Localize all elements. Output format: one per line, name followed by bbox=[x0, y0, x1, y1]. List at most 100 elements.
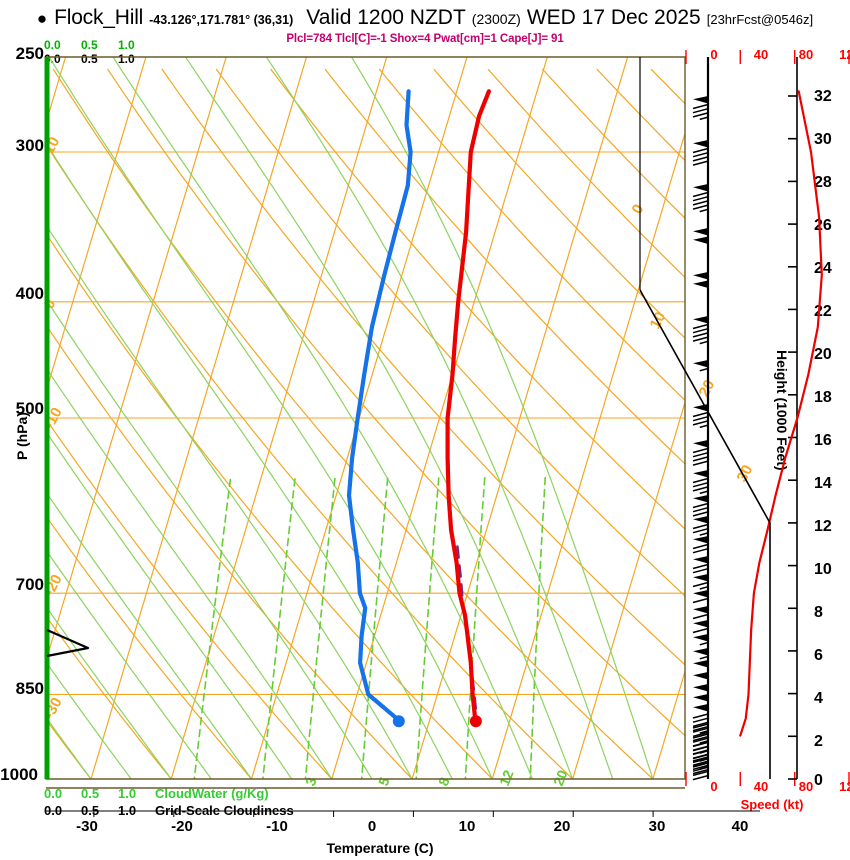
height-tick-32: 32 bbox=[814, 88, 832, 105]
dry-adiabat-label-left-10: 10 bbox=[41, 134, 64, 157]
dry-adiabat-110 bbox=[433, 68, 685, 339]
temperature-tick-10: 10 bbox=[458, 818, 476, 835]
wind-barb bbox=[693, 360, 709, 372]
bottom-cloudwater-tick-0: 0.0 bbox=[44, 786, 63, 801]
forecast-stamp: [23hrFcst@0546z] bbox=[706, 12, 814, 27]
station-name: Flock_Hill bbox=[54, 6, 144, 29]
dry-adiabat-160 bbox=[706, 69, 850, 401]
wind-barb bbox=[692, 536, 709, 554]
wind-barb bbox=[692, 556, 709, 574]
wind-barb bbox=[693, 704, 708, 712]
temperature-tick-30: 30 bbox=[648, 818, 666, 835]
pressure-tick-500: 500 bbox=[15, 399, 44, 418]
mixing-ratio-2 bbox=[262, 476, 296, 779]
temperature-tick--10: -10 bbox=[266, 818, 288, 835]
height-tick-24: 24 bbox=[814, 260, 832, 277]
height-tick-28: 28 bbox=[814, 174, 832, 191]
moist-adiabat-25 bbox=[112, 57, 534, 779]
valid-time-zulu: (2300Z) bbox=[471, 11, 521, 27]
speed-tick-top-80: 80 bbox=[798, 47, 814, 62]
pressure-tick-850: 850 bbox=[15, 679, 44, 698]
dry-adiabat-40 bbox=[52, 68, 654, 779]
dry-adiabat-50 bbox=[107, 68, 685, 737]
dry-adiabat-130 bbox=[542, 68, 685, 220]
moist-adiabat-35 bbox=[265, 57, 614, 779]
wind-barb bbox=[693, 648, 709, 660]
dry-adiabat-label-right-30: 30 bbox=[734, 462, 757, 485]
height-tick-16: 16 bbox=[814, 432, 832, 449]
dry-adiabat-80 bbox=[270, 68, 685, 530]
wind-barb bbox=[692, 96, 709, 121]
wind-barb bbox=[692, 606, 709, 620]
top-cloudwater-tick-1: 0.5 bbox=[81, 38, 98, 52]
wind-barb bbox=[692, 574, 709, 590]
mixing-ratio-label-12: 12 bbox=[496, 767, 517, 788]
isotherm-10 bbox=[411, 57, 629, 779]
wind-barb bbox=[693, 272, 708, 288]
wind-barb bbox=[693, 660, 708, 668]
height-tick-18: 18 bbox=[814, 389, 832, 406]
wind-barb bbox=[692, 495, 709, 517]
temperature-tick-40: 40 bbox=[731, 818, 749, 835]
wind-barb bbox=[692, 713, 709, 734]
dry-adiabat-label-left--20: -20 bbox=[41, 572, 66, 599]
moist-adiabat--20 bbox=[46, 605, 172, 779]
pressure-tick-250: 250 bbox=[15, 44, 44, 63]
dry-adiabat-140 bbox=[596, 68, 685, 162]
speed-tick-bottom-80: 80 bbox=[798, 779, 814, 794]
wind-barb bbox=[693, 672, 708, 680]
temperature-tick--30: -30 bbox=[76, 818, 98, 835]
temperature-curve bbox=[445, 89, 491, 721]
wind-barb bbox=[692, 620, 709, 634]
moist-adiabat-0 bbox=[46, 366, 333, 779]
pressure-tick-1000: 1000 bbox=[0, 765, 38, 784]
valid-date: WED 17 Dec 2025 bbox=[526, 6, 701, 29]
isotherm--50 bbox=[46, 57, 147, 394]
speed-axis-title: Speed (kt) bbox=[740, 797, 804, 812]
wind-barb bbox=[692, 140, 709, 166]
wind-barb bbox=[692, 762, 709, 781]
mixing-ratio-label-3: 3 bbox=[302, 775, 320, 788]
dry-adiabat-20 bbox=[46, 232, 493, 779]
dry-adiabat-100 bbox=[379, 68, 685, 402]
speed-tick-top-120: 120 bbox=[839, 47, 850, 62]
moist-adiabat--15 bbox=[46, 548, 212, 779]
height-tick-12: 12 bbox=[814, 518, 832, 535]
valid-time: Valid 1200 NZDT bbox=[306, 6, 466, 29]
height-tick-14: 14 bbox=[814, 475, 832, 492]
dry-adiabat-label-left--30: -30 bbox=[41, 695, 66, 722]
moist-adiabat-30 bbox=[185, 57, 574, 779]
isotherm-50 bbox=[733, 57, 850, 779]
top-cloudwater-tick-2: 1.0 bbox=[118, 38, 135, 52]
height-tick-2: 2 bbox=[814, 733, 823, 750]
stability-indices: Plcl=784 Tlcl[C]=-1 Shox=4 Pwat[cm]=1 Ca… bbox=[286, 33, 564, 45]
top-cloudiness-tick-2: 1.0 bbox=[118, 52, 135, 66]
dry-adiabat-90 bbox=[324, 68, 685, 465]
mixing-ratio-3 bbox=[304, 476, 336, 779]
height-tick-20: 20 bbox=[814, 346, 832, 363]
height-tick-8: 8 bbox=[814, 604, 823, 621]
header: ● Flock_Hill -43.126°,171.781° (36,31) V… bbox=[0, 6, 850, 32]
dry-adiabat--20 bbox=[46, 615, 172, 779]
speed-tick-top-40: 40 bbox=[753, 47, 769, 62]
height-tick-4: 4 bbox=[814, 690, 823, 707]
dry-adiabat--40 bbox=[0, 69, 11, 779]
bottom-cloudwater-tick-2: 1.0 bbox=[118, 786, 137, 801]
moist-adiabat-5 bbox=[46, 298, 373, 779]
moist-adiabat-15 bbox=[46, 141, 453, 779]
wind-barb bbox=[692, 590, 709, 604]
mixing-ratio-5 bbox=[360, 476, 389, 779]
wind-barb bbox=[692, 316, 709, 345]
wind-barb bbox=[692, 184, 709, 213]
dry-adiabat-label-right-0: 0 bbox=[629, 202, 648, 217]
top-cloudiness-tick-1: 0.5 bbox=[81, 52, 98, 66]
mixing-ratio-label-20: 20 bbox=[550, 767, 571, 788]
surface-temperature bbox=[469, 715, 482, 728]
wind-barb bbox=[692, 756, 709, 775]
station-bullet-icon: ● bbox=[36, 9, 48, 28]
mixing-ratio-12 bbox=[464, 476, 486, 779]
wind-barb bbox=[692, 470, 709, 495]
bottom-cloudwater-tick-1: 0.5 bbox=[81, 786, 100, 801]
